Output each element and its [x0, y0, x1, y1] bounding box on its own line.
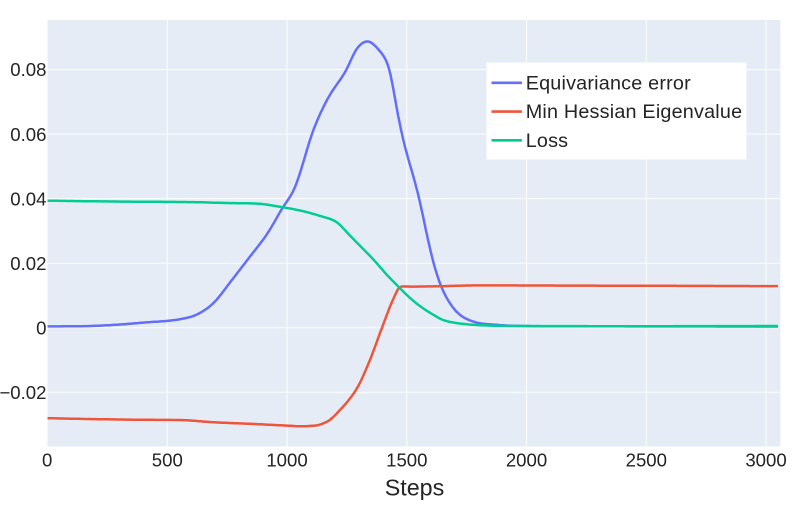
svg-text:Min Hessian Eigenvalue: Min Hessian Eigenvalue [526, 101, 743, 123]
svg-text:0.06: 0.06 [10, 124, 46, 145]
svg-text:1500: 1500 [386, 450, 427, 471]
svg-text:2000: 2000 [506, 450, 547, 471]
svg-text:Steps: Steps [385, 475, 445, 500]
svg-text:0.02: 0.02 [10, 253, 46, 274]
svg-text:2500: 2500 [626, 450, 667, 471]
svg-text:−0.02: −0.02 [0, 382, 47, 403]
svg-text:500: 500 [152, 450, 183, 471]
svg-text:0.04: 0.04 [10, 188, 46, 209]
svg-text:0.08: 0.08 [10, 59, 46, 80]
svg-text:Loss: Loss [526, 130, 569, 152]
svg-text:0: 0 [42, 450, 52, 471]
svg-text:Equivariance error: Equivariance error [526, 72, 691, 94]
svg-text:1000: 1000 [266, 450, 307, 471]
svg-text:3000: 3000 [745, 450, 786, 471]
svg-text:0: 0 [36, 317, 46, 338]
